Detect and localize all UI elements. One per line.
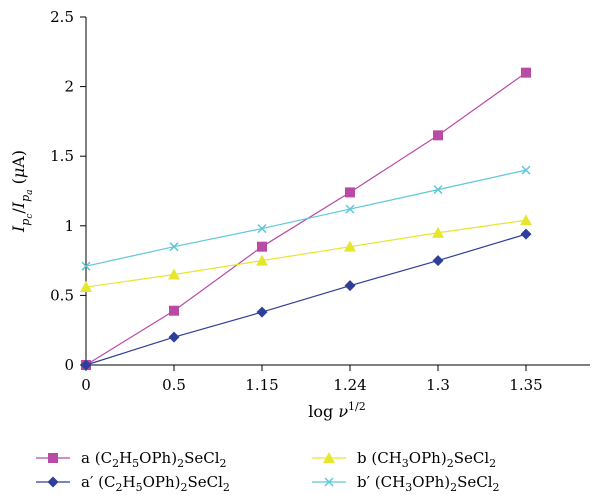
legend-label: b (CH3OPh)2SeCl2 bbox=[357, 449, 496, 470]
series-2 bbox=[80, 214, 532, 293]
series-line bbox=[85, 233, 527, 366]
data-point bbox=[344, 280, 356, 292]
legend-item: a′ (C2H5OPh)2SeCl2 bbox=[36, 473, 230, 494]
data-point bbox=[257, 224, 267, 234]
legend-label: b′ (CH3OPh)2SeCl2 bbox=[357, 473, 500, 494]
legend-label: a′ (C2H5OPh)2SeCl2 bbox=[81, 473, 230, 494]
legend-marker bbox=[48, 453, 58, 463]
data-point bbox=[521, 67, 531, 78]
legend-marker bbox=[47, 476, 59, 488]
legend-label: a (C2H5OPh)2SeCl2 bbox=[81, 449, 227, 470]
y-tick-label: 2.5 bbox=[50, 8, 74, 26]
data-point bbox=[432, 255, 444, 267]
data-point bbox=[80, 359, 92, 371]
y-axis-title: Ipc/Ipa (μA) bbox=[9, 150, 35, 233]
x-axis-ticks: 0 0.5 1.15 1.24 1.3 1.35 bbox=[81, 365, 543, 394]
x-tick-label: 0 bbox=[81, 376, 91, 394]
data-point bbox=[256, 306, 268, 318]
y-tick-label: 1 bbox=[64, 217, 74, 235]
data-point bbox=[169, 305, 179, 316]
data-point bbox=[169, 242, 179, 252]
legend: a (C2H5OPh)2SeCl2 b (CH3OPh)2SeCl2 a′ (C2H… bbox=[36, 449, 500, 494]
series-4 bbox=[81, 165, 531, 271]
series-line bbox=[85, 72, 527, 366]
svg-text:log ν1/2: log ν1/2 bbox=[308, 400, 366, 421]
data-point bbox=[345, 187, 355, 198]
series-layer bbox=[80, 67, 532, 371]
legend-item: b (CH3OPh)2SeCl2 bbox=[312, 449, 496, 470]
legend-item: b′ (CH3OPh)2SeCl2 bbox=[312, 473, 500, 494]
data-point bbox=[256, 254, 268, 266]
y-tick-label: 0.5 bbox=[50, 286, 74, 304]
y-tick-label: 1.5 bbox=[50, 147, 74, 165]
x-tick-label: 0.5 bbox=[162, 376, 186, 394]
data-point bbox=[344, 240, 356, 252]
data-point bbox=[80, 281, 92, 293]
legend-marker bbox=[324, 477, 334, 487]
x-tick-label: 1.15 bbox=[245, 376, 278, 394]
data-point bbox=[433, 130, 443, 141]
legend-item: a (C2H5OPh)2SeCl2 bbox=[36, 449, 227, 470]
data-point bbox=[345, 204, 355, 214]
x-tick-label: 1.3 bbox=[426, 376, 450, 394]
data-point bbox=[432, 226, 444, 238]
y-axis-ticks: 0 0.5 1 1.5 2 2.5 bbox=[50, 8, 86, 374]
x-tick-label: 1.24 bbox=[333, 376, 366, 394]
data-point bbox=[521, 165, 531, 175]
svg-text:Ipc/Ipa (μA): Ipc/Ipa (μA) bbox=[9, 150, 35, 233]
data-point bbox=[520, 228, 532, 240]
data-point bbox=[168, 331, 180, 343]
plot-area: 0 0.5 1 1.5 2 2.5 0 0.5 1.15 1.24 1.3 1.35 bbox=[50, 8, 590, 394]
data-point bbox=[81, 261, 91, 271]
series-3 bbox=[80, 228, 532, 371]
data-point bbox=[168, 268, 180, 280]
y-tick-label: 0 bbox=[64, 356, 74, 374]
series-line bbox=[85, 219, 527, 288]
x-tick-label: 1.35 bbox=[509, 376, 542, 394]
y-tick-label: 2 bbox=[64, 78, 74, 96]
data-point bbox=[257, 241, 267, 252]
series-line bbox=[85, 169, 527, 267]
data-point bbox=[433, 185, 443, 195]
x-axis-title: log ν1/2 bbox=[308, 400, 366, 421]
data-point bbox=[520, 214, 532, 226]
legend-marker bbox=[323, 452, 335, 463]
